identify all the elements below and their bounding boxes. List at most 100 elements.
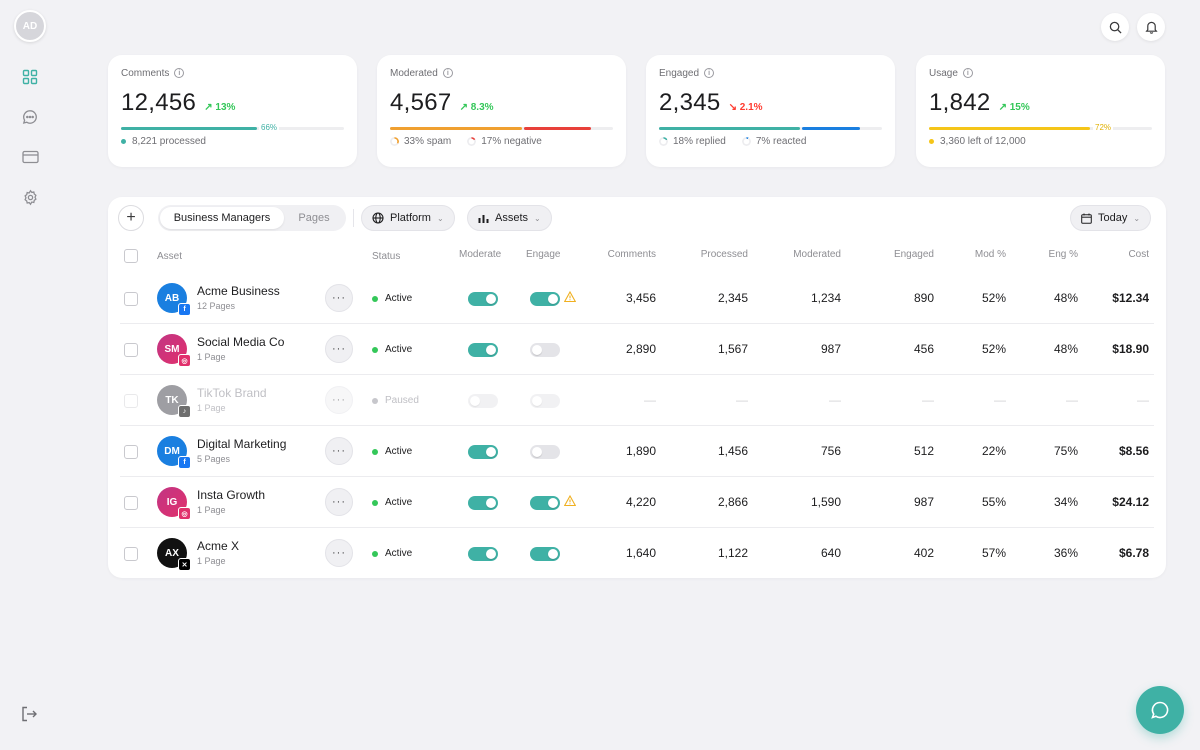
eng-pct-value: — <box>1066 393 1078 407</box>
asset-pages: 1 Page <box>197 403 226 413</box>
more-options-button[interactable]: ··· <box>325 284 353 312</box>
asset-pages: 5 Pages <box>197 454 231 464</box>
moderate-toggle[interactable] <box>468 292 498 306</box>
search-button[interactable] <box>1101 13 1129 41</box>
card-title: Comments <box>121 67 170 79</box>
date-filter[interactable]: Today ⌄ <box>1070 205 1152 231</box>
asset-name[interactable]: Insta Growth <box>197 488 266 502</box>
moderate-toggle[interactable] <box>468 343 498 357</box>
status-badge: Active <box>372 446 412 457</box>
comments-value: 1,640 <box>625 546 656 560</box>
tab-business-managers[interactable]: Business Managers <box>160 207 284 229</box>
engage-toggle[interactable] <box>530 292 560 306</box>
chevron-down-icon: ⌄ <box>534 213 541 223</box>
row-checkbox[interactable] <box>124 547 138 561</box>
row-checkbox[interactable] <box>124 496 138 510</box>
progress-percent: 72% <box>1093 123 1114 132</box>
more-options-button[interactable]: ··· <box>325 539 353 567</box>
table-row[interactable]: AB f Acme Business 12 Pages ··· Active 3,… <box>108 273 1166 324</box>
more-options-button[interactable]: ··· <box>325 437 353 465</box>
moderated-value: 640 <box>820 546 841 560</box>
chevron-down-icon: ⌄ <box>436 213 444 223</box>
col-moderated: Moderated <box>793 249 841 260</box>
more-options-button[interactable]: ··· <box>325 488 353 516</box>
info-icon[interactable]: i <box>174 68 185 78</box>
asset-avatar: IG ◎ <box>157 487 191 520</box>
status-badge: Active <box>372 344 412 355</box>
engage-toggle[interactable] <box>530 343 560 357</box>
bar-chart-icon <box>478 215 489 223</box>
moderated-value: — <box>829 393 841 407</box>
table-row[interactable]: TK ♪ TikTok Brand 1 Page ··· Paused — — —… <box>108 375 1166 426</box>
gear-icon[interactable] <box>20 187 40 207</box>
eng-pct-value: 75% <box>1053 444 1078 458</box>
asset-avatar: AX ✕ <box>157 538 191 571</box>
chat-icon[interactable] <box>20 107 40 127</box>
col-engaged: Engaged <box>893 249 934 260</box>
moderate-toggle[interactable] <box>468 496 498 510</box>
engage-toggle[interactable] <box>530 445 560 459</box>
moderate-toggle[interactable] <box>468 394 498 408</box>
platform-filter-label: Platform <box>390 212 431 224</box>
asset-name[interactable]: Digital Marketing <box>197 437 287 451</box>
logout-icon[interactable] <box>20 705 40 725</box>
asset-avatar: AB f <box>157 283 191 316</box>
table-row[interactable]: SM ◎ Social Media Co 1 Page ··· Active 2,… <box>108 324 1166 375</box>
mod-pct-value: 57% <box>981 546 1006 560</box>
chat-fab-button[interactable] <box>1136 686 1184 734</box>
add-button[interactable]: + <box>118 205 144 231</box>
notifications-button[interactable] <box>1137 13 1165 41</box>
progress-bar: 72% <box>929 123 1152 133</box>
cost-value: $8.56 <box>1118 444 1149 458</box>
table-row[interactable]: DM f Digital Marketing 5 Pages ··· Active… <box>108 426 1166 477</box>
row-checkbox[interactable] <box>124 394 138 408</box>
eng-pct-value: 48% <box>1053 342 1078 356</box>
eng-pct-value: 36% <box>1053 546 1078 560</box>
row-checkbox[interactable] <box>124 445 138 459</box>
asset-pages: 1 Page <box>197 352 226 362</box>
divider <box>353 209 354 227</box>
card-value: 4,567 <box>390 89 452 116</box>
reacted-ring-icon <box>741 137 751 146</box>
asset-name[interactable]: TikTok Brand <box>197 386 267 400</box>
reacted-stat: 7% reacted <box>755 136 807 147</box>
mod-pct-value: 52% <box>981 291 1006 305</box>
moderate-toggle[interactable] <box>468 445 498 459</box>
asset-name[interactable]: Social Media Co <box>197 335 285 349</box>
engage-toggle[interactable] <box>530 394 560 408</box>
table-row[interactable]: AX ✕ Acme X 1 Page ··· Active 1,640 1,122… <box>108 528 1166 579</box>
mod-pct-value: 52% <box>981 342 1006 356</box>
select-all-checkbox[interactable] <box>124 249 138 263</box>
info-icon[interactable]: i <box>442 68 453 78</box>
col-engage: Engage <box>526 249 561 260</box>
mod-pct-value: 55% <box>981 495 1006 509</box>
asset-name[interactable]: Acme X <box>197 539 240 553</box>
status-badge: Active <box>372 497 412 508</box>
grid-icon[interactable] <box>20 67 40 87</box>
table-row[interactable]: IG ◎ Insta Growth 1 Page ··· Active 4,220… <box>108 477 1166 528</box>
asset-avatar: TK ♪ <box>157 385 191 418</box>
processed-value: 1,567 <box>717 342 748 356</box>
card-icon[interactable] <box>20 147 40 167</box>
row-checkbox[interactable] <box>124 343 138 357</box>
info-icon[interactable]: i <box>704 68 715 78</box>
tiktok-icon: ♪ <box>178 405 191 418</box>
row-checkbox[interactable] <box>124 292 138 306</box>
col-eng-pct: Eng % <box>1048 249 1078 260</box>
processed-value: 2,866 <box>717 495 748 509</box>
platform-filter[interactable]: Platform ⌄ <box>361 205 455 231</box>
cost-value: — <box>1137 393 1149 407</box>
more-options-button[interactable]: ··· <box>325 386 353 414</box>
more-options-button[interactable]: ··· <box>325 335 353 363</box>
moderated-value: 756 <box>820 444 841 458</box>
status-badge: Active <box>372 548 412 559</box>
moderate-toggle[interactable] <box>468 547 498 561</box>
engage-toggle[interactable] <box>530 496 560 510</box>
assets-filter[interactable]: Assets ⌄ <box>467 205 552 231</box>
engaged-value: 890 <box>913 291 934 305</box>
user-avatar[interactable]: AD <box>14 10 46 42</box>
asset-name[interactable]: Acme Business <box>197 284 280 298</box>
tab-pages[interactable]: Pages <box>298 212 330 224</box>
engage-toggle[interactable] <box>530 547 560 561</box>
info-icon[interactable]: i <box>962 68 973 78</box>
